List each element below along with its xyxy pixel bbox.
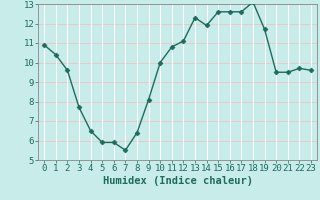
X-axis label: Humidex (Indice chaleur): Humidex (Indice chaleur): [103, 176, 252, 186]
